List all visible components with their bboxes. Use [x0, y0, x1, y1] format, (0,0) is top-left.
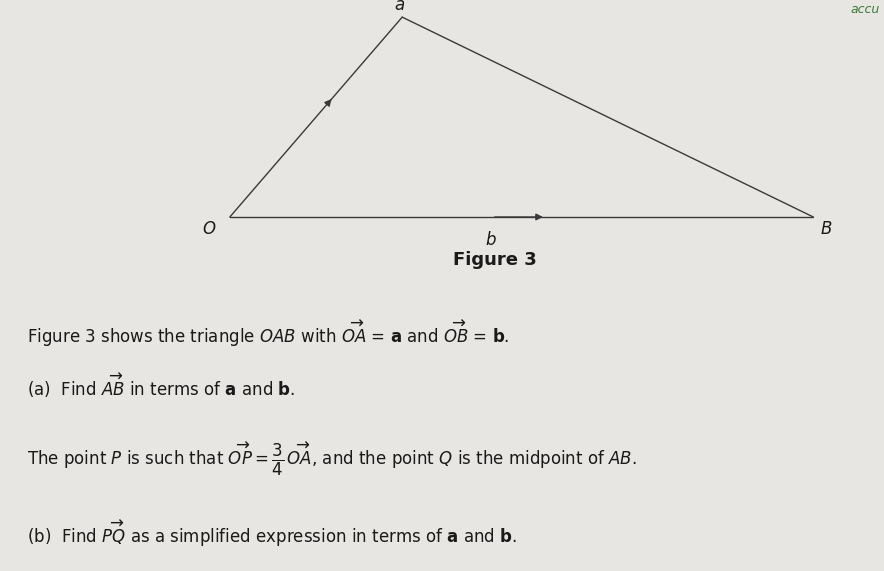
Text: $a$: $a$ — [394, 0, 405, 14]
Text: (b)  Find $\overrightarrow{PQ}$ as a simplified expression in terms of $\mathbf{: (b) Find $\overrightarrow{PQ}$ as a simp… — [27, 518, 516, 549]
Text: accu: accu — [850, 3, 880, 16]
Text: Figure 3: Figure 3 — [453, 251, 537, 269]
Text: (a)  Find $\overrightarrow{AB}$ in terms of $\mathbf{a}$ and $\mathbf{b}$.: (a) Find $\overrightarrow{AB}$ in terms … — [27, 371, 294, 400]
Text: $O$: $O$ — [202, 220, 217, 238]
Text: The point $P$ is such that $\overrightarrow{OP} = \dfrac{3}{4}\,\overrightarrow{: The point $P$ is such that $\overrightar… — [27, 441, 636, 478]
Text: Figure 3 shows the triangle $OAB$ with $\overrightarrow{OA}$ = $\mathbf{a}$ and : Figure 3 shows the triangle $OAB$ with $… — [27, 319, 509, 349]
Text: $B$: $B$ — [820, 220, 833, 238]
Text: $b$: $b$ — [484, 231, 497, 250]
